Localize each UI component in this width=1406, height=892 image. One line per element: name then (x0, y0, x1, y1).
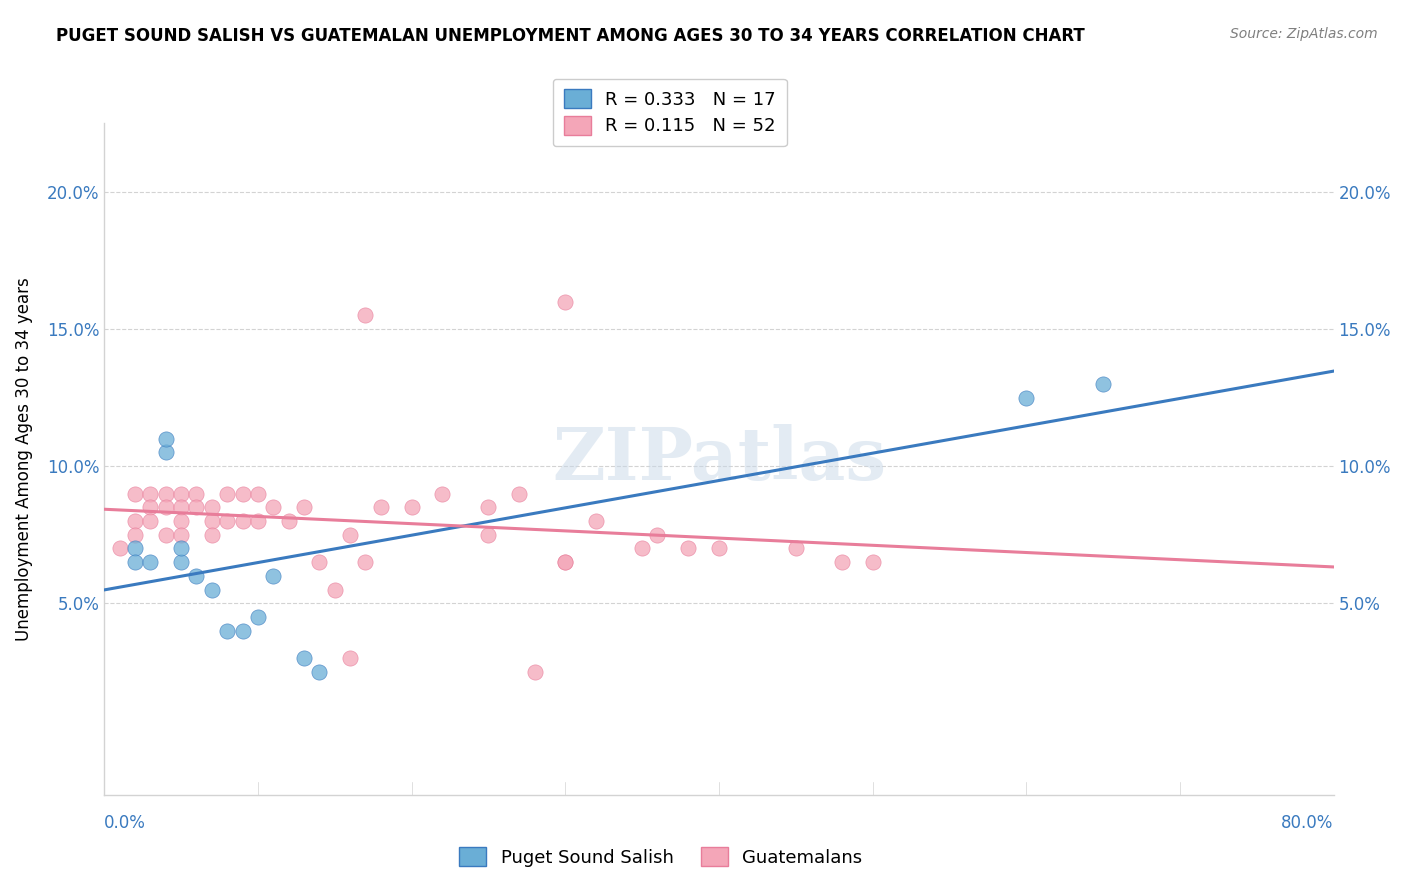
Point (1092, 376, 1115, 391)
Point (124, 527, 146, 541)
Point (201, 514, 224, 528)
Point (155, 486, 177, 500)
Text: ZIPatlas: ZIPatlas (553, 424, 886, 495)
Point (139, 486, 162, 500)
Point (862, 555, 884, 569)
Point (246, 486, 269, 500)
Point (170, 555, 193, 569)
Point (155, 445, 177, 459)
Point (170, 527, 193, 541)
Point (139, 500, 162, 515)
Point (554, 555, 576, 569)
Point (246, 610, 269, 624)
Point (631, 541, 654, 556)
Point (554, 294, 576, 309)
Point (186, 486, 208, 500)
Point (246, 514, 269, 528)
Point (124, 541, 146, 556)
Point (292, 500, 315, 515)
Point (262, 500, 284, 515)
Point (155, 500, 177, 515)
Point (217, 514, 239, 528)
Point (217, 624, 239, 638)
Point (508, 486, 530, 500)
Point (186, 569, 208, 583)
Point (370, 500, 392, 515)
Point (354, 555, 377, 569)
Point (1015, 391, 1038, 405)
Y-axis label: Unemployment Among Ages 30 to 34 years: Unemployment Among Ages 30 to 34 years (15, 277, 32, 641)
Text: 0.0%: 0.0% (104, 814, 146, 832)
Point (201, 500, 224, 515)
Point (785, 541, 807, 556)
Point (232, 486, 254, 500)
Point (232, 514, 254, 528)
Point (477, 527, 499, 541)
Point (139, 514, 162, 528)
Point (170, 486, 193, 500)
Point (707, 541, 730, 556)
Point (308, 555, 330, 569)
Point (201, 527, 224, 541)
Text: 80.0%: 80.0% (1281, 814, 1334, 832)
Point (585, 514, 607, 528)
Point (339, 651, 361, 665)
Point (676, 541, 699, 556)
Point (831, 555, 853, 569)
Point (124, 486, 146, 500)
Point (647, 527, 669, 541)
Point (186, 500, 208, 515)
Point (523, 665, 546, 679)
Point (477, 500, 499, 515)
Point (201, 582, 224, 597)
Point (432, 486, 454, 500)
Point (124, 555, 146, 569)
Point (155, 432, 177, 446)
Point (323, 582, 346, 597)
Point (262, 569, 284, 583)
Point (217, 486, 239, 500)
Point (308, 665, 330, 679)
Point (401, 500, 423, 515)
Point (170, 541, 193, 556)
Legend: R = 0.333   N = 17, R = 0.115   N = 52: R = 0.333 N = 17, R = 0.115 N = 52 (553, 78, 787, 146)
Point (170, 514, 193, 528)
Point (354, 308, 377, 322)
Point (277, 514, 299, 528)
Point (170, 500, 193, 515)
Point (292, 651, 315, 665)
Point (155, 527, 177, 541)
Text: PUGET SOUND SALISH VS GUATEMALAN UNEMPLOYMENT AMONG AGES 30 TO 34 YEARS CORRELAT: PUGET SOUND SALISH VS GUATEMALAN UNEMPLO… (56, 27, 1085, 45)
Point (108, 541, 131, 556)
Point (339, 527, 361, 541)
Legend: Puget Sound Salish, Guatemalans: Puget Sound Salish, Guatemalans (451, 840, 870, 874)
Point (139, 555, 162, 569)
Text: Source: ZipAtlas.com: Source: ZipAtlas.com (1230, 27, 1378, 41)
Point (232, 624, 254, 638)
Point (124, 514, 146, 528)
Point (554, 555, 576, 569)
